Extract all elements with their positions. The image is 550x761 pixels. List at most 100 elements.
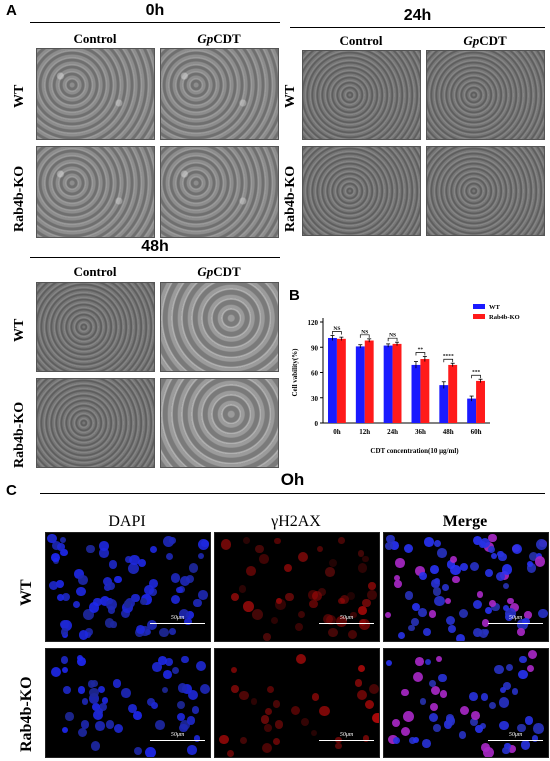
nucleus-dot (261, 742, 273, 754)
nucleus-dot (291, 705, 301, 715)
nucleus-dot (274, 720, 284, 730)
nucleus-dot (423, 628, 432, 637)
bar-Rab4b-KO-60h (476, 380, 485, 423)
nucleus-dot (161, 686, 168, 693)
nucleus-dot (93, 598, 102, 607)
bar-Rab4b-KO-12h (364, 340, 374, 423)
legend-label-Rab4b-KO: Rab4b-KO (489, 314, 520, 321)
nucleus-dot (517, 628, 525, 636)
viability-bar-chart: 0 30 60 90 120 Cell vability(%) NS 0h NS 12h NS 24h… (291, 304, 520, 455)
nucleus-dot (61, 726, 69, 733)
nucleus-dot (362, 598, 371, 608)
nucleus-dot (491, 602, 500, 611)
nucleus-dot (77, 575, 88, 586)
fluo-ko-dapi (45, 648, 211, 758)
significance-bracket (332, 331, 342, 335)
nucleus-dot (110, 621, 117, 628)
y-tick-label: 60 (311, 370, 319, 378)
nucleus-dot (57, 543, 65, 551)
nucleus-dot (412, 736, 419, 743)
scale-bar-label: 50μm (339, 615, 354, 621)
nucleus-dot (491, 552, 498, 559)
nucleus-dot (74, 569, 84, 579)
nucleus-dot (535, 538, 547, 550)
nucleus-dot (182, 684, 192, 695)
nucleus-dot (80, 720, 90, 729)
nucleus-dot (186, 611, 194, 619)
nucleus-dot (61, 592, 71, 601)
significance-bracket (471, 374, 481, 379)
nucleus-dot (99, 596, 110, 607)
nucleus-dot (104, 618, 115, 629)
nucleus-dot (85, 632, 92, 639)
nucleus-dot (242, 600, 254, 612)
nucleus-dot (469, 717, 479, 727)
nucleus-dot (149, 578, 158, 588)
nucleus-dot (447, 624, 456, 633)
nucleus-dot (108, 560, 118, 569)
nucleus-dot (537, 608, 548, 619)
nucleus-dot (445, 716, 456, 726)
micrograph-48h-wt-control (36, 282, 155, 372)
nucleus-dot (65, 712, 74, 721)
nucleus-dot (275, 597, 282, 604)
nucleus-dot (199, 683, 210, 695)
bar-Rab4b-KO-24h (392, 343, 402, 423)
x-tick-label: 48h (443, 428, 454, 436)
nucleus-dot (263, 724, 272, 732)
nucleus-dot (274, 538, 281, 545)
nucleus-dot (469, 691, 479, 701)
nucleus-dot (488, 533, 497, 543)
nucleus-dot (51, 552, 60, 562)
bar-Rab4b-KO-48h (448, 364, 458, 423)
bar-WT-24h (383, 345, 393, 423)
nucleus-dot (518, 669, 529, 680)
nucleus-dot (528, 552, 538, 562)
nucleus-dot (322, 613, 333, 624)
nucleus-dot (76, 655, 84, 662)
nucleus-dot (112, 678, 122, 688)
nucleus-dot (402, 710, 414, 722)
nucleus-dot (101, 697, 109, 704)
nucleus-dot (133, 711, 143, 721)
nucleus-dot (488, 599, 496, 607)
nucleus-dot (77, 656, 86, 666)
nucleus-dot (415, 656, 424, 666)
nucleus-dot (480, 537, 491, 548)
nucleus-dot (91, 702, 101, 712)
panel-b-letter: B (289, 287, 300, 304)
block-48h-col-control: Control (73, 264, 117, 279)
nucleus-dot (120, 608, 131, 619)
nucleus-dot (86, 544, 95, 553)
nucleus-dot (125, 555, 133, 563)
nucleus-dot (106, 581, 116, 591)
nucleus-dot (238, 585, 247, 593)
fluo-wt-merge (383, 532, 549, 642)
nucleus-dot (404, 544, 414, 554)
y-tick-label: 0 (315, 420, 319, 428)
nucleus-dot (230, 592, 240, 601)
nucleus-dot (311, 693, 320, 701)
nucleus-dot (357, 605, 367, 615)
nucleus-dot (123, 600, 131, 608)
nucleus-dot (231, 685, 240, 693)
nucleus-dot (51, 540, 61, 550)
panel-c-title: Oh (280, 470, 305, 489)
nucleus-dot (412, 602, 421, 611)
nucleus-dot (62, 686, 71, 695)
nucleus-dot (50, 667, 61, 678)
block-24h-title: 24h (403, 7, 432, 24)
x-tick-label: 0h (333, 428, 341, 436)
nucleus-dot (187, 689, 199, 701)
nucleus-dot (372, 713, 379, 724)
nucleus-dot (297, 551, 308, 562)
legend-swatch-WT (473, 304, 485, 309)
nucleus-dot (429, 713, 439, 723)
nucleus-dot (187, 716, 196, 725)
nucleus-dot (338, 536, 345, 544)
nucleus-dot (469, 561, 480, 571)
nucleus-dot (181, 655, 189, 664)
y-tick-label: 90 (311, 344, 319, 352)
nucleus-dot (481, 618, 490, 627)
nucleus-dot (430, 565, 440, 575)
